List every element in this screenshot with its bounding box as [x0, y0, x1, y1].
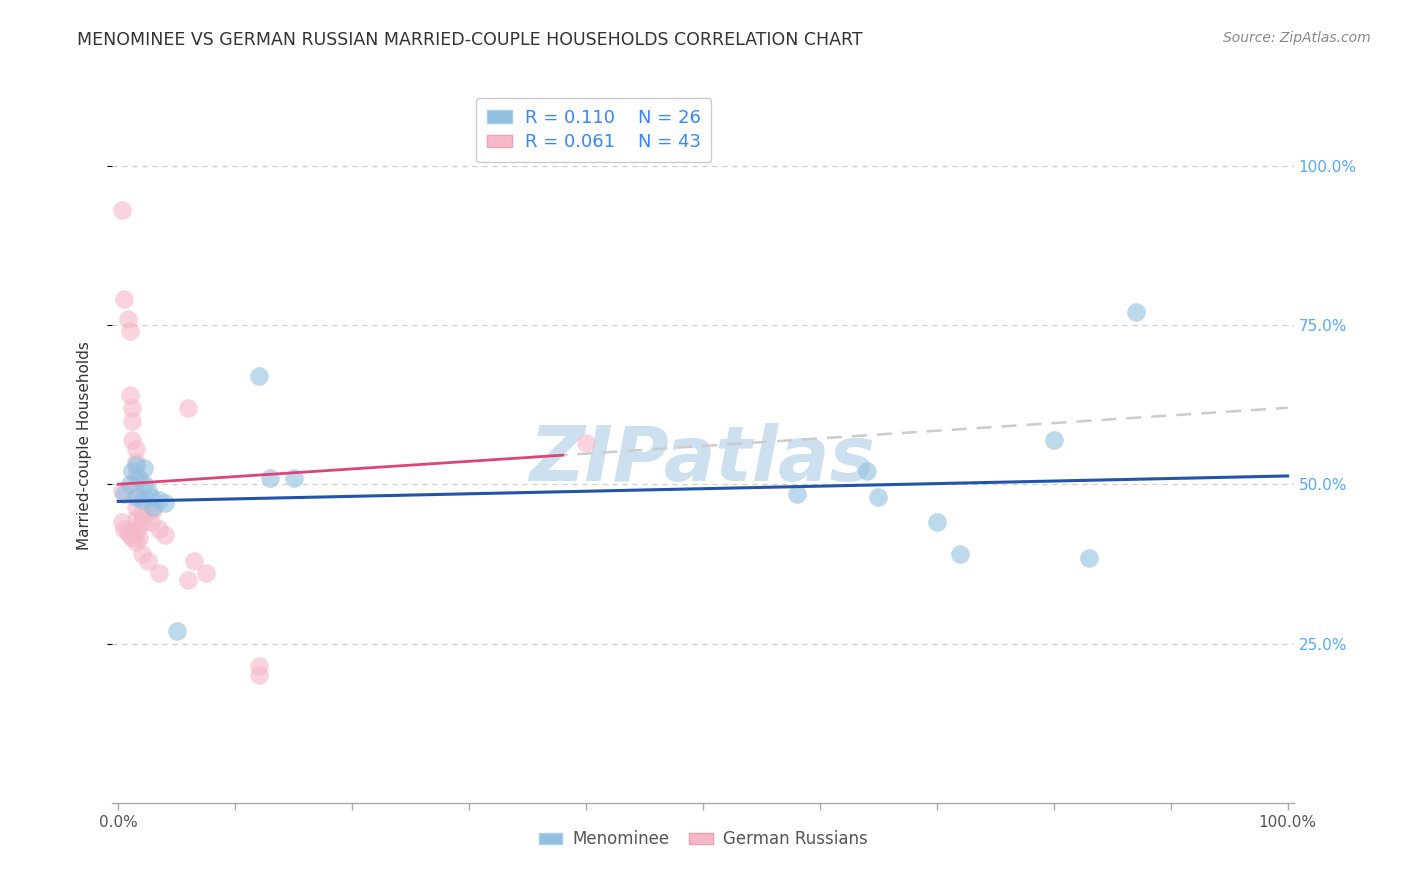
Point [121, 465, 143, 479]
Point [112, 487, 135, 501]
Point [855, 465, 877, 479]
Point [259, 471, 281, 485]
Point [247, 668, 270, 682]
Point [125, 490, 148, 504]
Point [195, 566, 218, 581]
Point [112, 522, 135, 536]
Point [111, 516, 134, 530]
Point [148, 493, 170, 508]
Point [177, 573, 200, 587]
Point [118, 528, 141, 542]
Point [125, 458, 148, 472]
Point [131, 516, 153, 530]
Point [142, 502, 165, 516]
Point [153, 528, 176, 542]
Point [1077, 550, 1099, 565]
Point [283, 471, 305, 485]
Point [125, 442, 148, 457]
Point [128, 532, 150, 546]
Point [925, 516, 948, 530]
Point [125, 455, 148, 469]
Point [118, 324, 141, 338]
Point [136, 506, 159, 520]
Point [118, 477, 141, 491]
Point [868, 490, 890, 504]
Point [177, 401, 200, 415]
Point [128, 518, 150, 533]
Point [131, 547, 153, 561]
Point [139, 516, 162, 530]
Point [118, 388, 141, 402]
Point [148, 566, 170, 581]
Point [148, 522, 170, 536]
Point [131, 493, 153, 508]
Point [136, 483, 159, 498]
Point [125, 474, 148, 488]
Point [117, 311, 139, 326]
Point [1125, 305, 1147, 319]
Text: Source: ZipAtlas.com: Source: ZipAtlas.com [1223, 31, 1371, 45]
Point [125, 512, 148, 526]
Point [128, 471, 150, 485]
Point [136, 554, 159, 568]
Point [247, 658, 270, 673]
Point [247, 368, 270, 383]
Point [121, 413, 143, 427]
Point [125, 500, 148, 514]
Point [125, 487, 148, 501]
Point [125, 467, 148, 482]
Point [949, 547, 972, 561]
Text: ZIPatlas: ZIPatlas [530, 424, 876, 497]
Point [132, 490, 155, 504]
Point [117, 524, 139, 539]
Point [111, 483, 134, 498]
Point [121, 433, 143, 447]
Point [166, 624, 188, 638]
Point [139, 490, 162, 504]
Point [112, 293, 135, 307]
Point [132, 461, 155, 475]
Point [575, 435, 598, 450]
Point [125, 524, 148, 539]
Point [121, 401, 143, 415]
Y-axis label: Married-couple Households: Married-couple Households [77, 342, 91, 550]
Point [131, 506, 153, 520]
Point [786, 487, 808, 501]
Legend: Menominee, German Russians: Menominee, German Russians [531, 824, 875, 855]
Point [121, 532, 143, 546]
Point [111, 203, 134, 218]
Text: MENOMINEE VS GERMAN RUSSIAN MARRIED-COUPLE HOUSEHOLDS CORRELATION CHART: MENOMINEE VS GERMAN RUSSIAN MARRIED-COUP… [77, 31, 863, 49]
Point [132, 477, 155, 491]
Point [153, 496, 176, 510]
Point [125, 534, 148, 549]
Point [1043, 433, 1066, 447]
Point [183, 554, 205, 568]
Point [142, 500, 165, 514]
